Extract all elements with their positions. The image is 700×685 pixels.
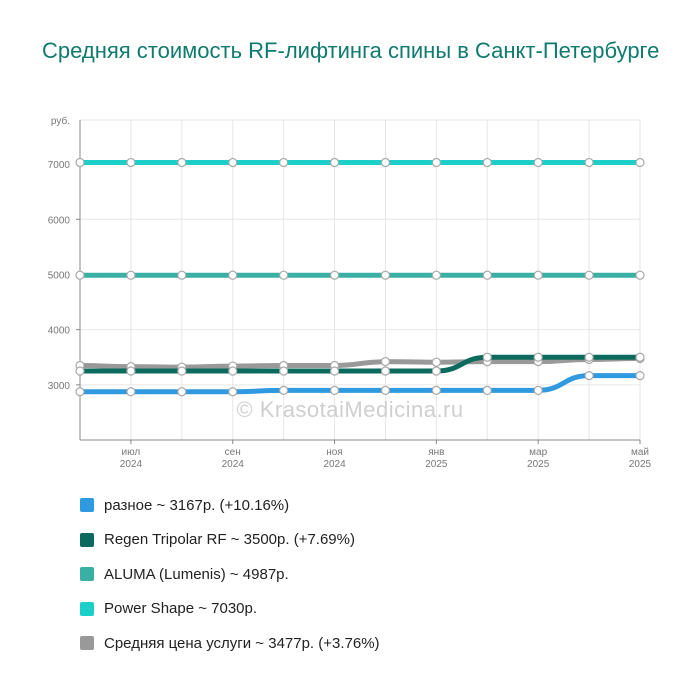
y-tick-label: 4000 (48, 326, 71, 337)
series-point (431, 366, 441, 376)
series-point (329, 270, 340, 280)
x-tick-label: 2024 (222, 459, 245, 470)
series-point (177, 387, 187, 397)
series-point (584, 371, 594, 381)
series-point (329, 157, 340, 168)
series-point (126, 366, 136, 376)
x-tick-label: ноя (326, 447, 343, 458)
series-point (228, 157, 238, 168)
series-point (75, 366, 85, 376)
series-point (75, 387, 85, 397)
series-point (431, 357, 441, 367)
series-point (279, 385, 289, 395)
series-point (329, 385, 340, 395)
series-point (635, 352, 645, 362)
series-point (635, 270, 645, 280)
x-tick-label: 2025 (629, 459, 652, 470)
legend-swatch (80, 532, 94, 547)
series-point (431, 157, 441, 168)
series-point (533, 385, 543, 395)
series-point (279, 366, 289, 376)
x-tick-label: 2024 (323, 459, 346, 470)
chart-legend: разное ~ 3167р. (+10.16%) Regen Tripolar… (80, 488, 380, 661)
x-tick-label: сен (225, 447, 241, 458)
watermark: © KrasotaiMedicina.ru (236, 397, 464, 422)
x-tick-label: май (631, 447, 649, 458)
x-tick-label: июл (122, 447, 141, 458)
legend-swatch (80, 498, 94, 513)
series-point (177, 366, 187, 376)
series-point (126, 157, 136, 168)
series-point (584, 352, 594, 362)
series-point (279, 157, 289, 168)
series-point (75, 270, 85, 280)
legend-item[interactable]: ALUMA (Lumenis) ~ 4987р. (80, 557, 380, 592)
legend-swatch (80, 567, 94, 582)
y-tick-label: 6000 (48, 215, 71, 226)
series-point (482, 270, 492, 280)
legend-label: Средняя цена услуги ~ 3477р. (+3.76%) (104, 634, 380, 652)
series-point (228, 366, 238, 376)
series-point (584, 157, 594, 168)
y-tick-label: 5000 (48, 270, 71, 281)
x-tick-label: 2025 (527, 459, 550, 470)
y-axis-unit-label: руб. (51, 115, 70, 127)
series-point (228, 270, 238, 280)
series-point (126, 270, 136, 280)
legend-label: разное ~ 3167р. (+10.16%) (104, 496, 290, 514)
legend-label: ALUMA (Lumenis) ~ 4987р. (104, 565, 289, 583)
x-tick-label: 2025 (425, 459, 448, 470)
series-point (75, 157, 85, 168)
series-point (177, 157, 187, 168)
series-point (482, 385, 492, 395)
series-point (279, 270, 289, 280)
series-point (380, 270, 391, 280)
legend-item[interactable]: Power Shape ~ 7030р. (80, 592, 380, 627)
series-point (533, 270, 543, 280)
legend-swatch (80, 601, 94, 616)
series-point (635, 157, 645, 168)
series-point (482, 352, 492, 362)
legend-item[interactable]: разное ~ 3167р. (+10.16%) (80, 488, 380, 523)
series-line (77, 356, 643, 370)
series-point (126, 387, 136, 397)
legend-label: Power Shape ~ 7030р. (104, 600, 258, 618)
series-point (482, 157, 492, 168)
chart-title: Средняя стоимость RF-лифтинга спины в Са… (42, 38, 660, 63)
series-point (228, 387, 238, 397)
series-point (635, 371, 645, 381)
series-point (380, 157, 391, 168)
legend-item[interactable]: Средняя цена услуги ~ 3477р. (+3.76%) (80, 626, 380, 661)
series-point (177, 270, 187, 280)
series-point (380, 357, 391, 367)
series-point (533, 352, 543, 362)
y-tick-label: 3000 (48, 381, 71, 392)
series-point (329, 366, 340, 376)
series-point (533, 157, 543, 168)
x-tick-label: янв (428, 447, 444, 458)
legend-item[interactable]: Regen Tripolar RF ~ 3500р. (+7.69%) (80, 523, 380, 558)
series-line (77, 373, 643, 395)
series-point (380, 385, 391, 395)
y-tick-label: 7000 (48, 160, 71, 171)
legend-label: Regen Tripolar RF ~ 3500р. (+7.69%) (104, 531, 355, 549)
x-tick-label: 2024 (120, 459, 143, 470)
legend-swatch (80, 636, 94, 651)
series-point (431, 385, 441, 395)
series-point (431, 270, 441, 280)
x-tick-label: мар (529, 447, 547, 458)
series-point (584, 270, 594, 280)
series-point (380, 366, 391, 376)
